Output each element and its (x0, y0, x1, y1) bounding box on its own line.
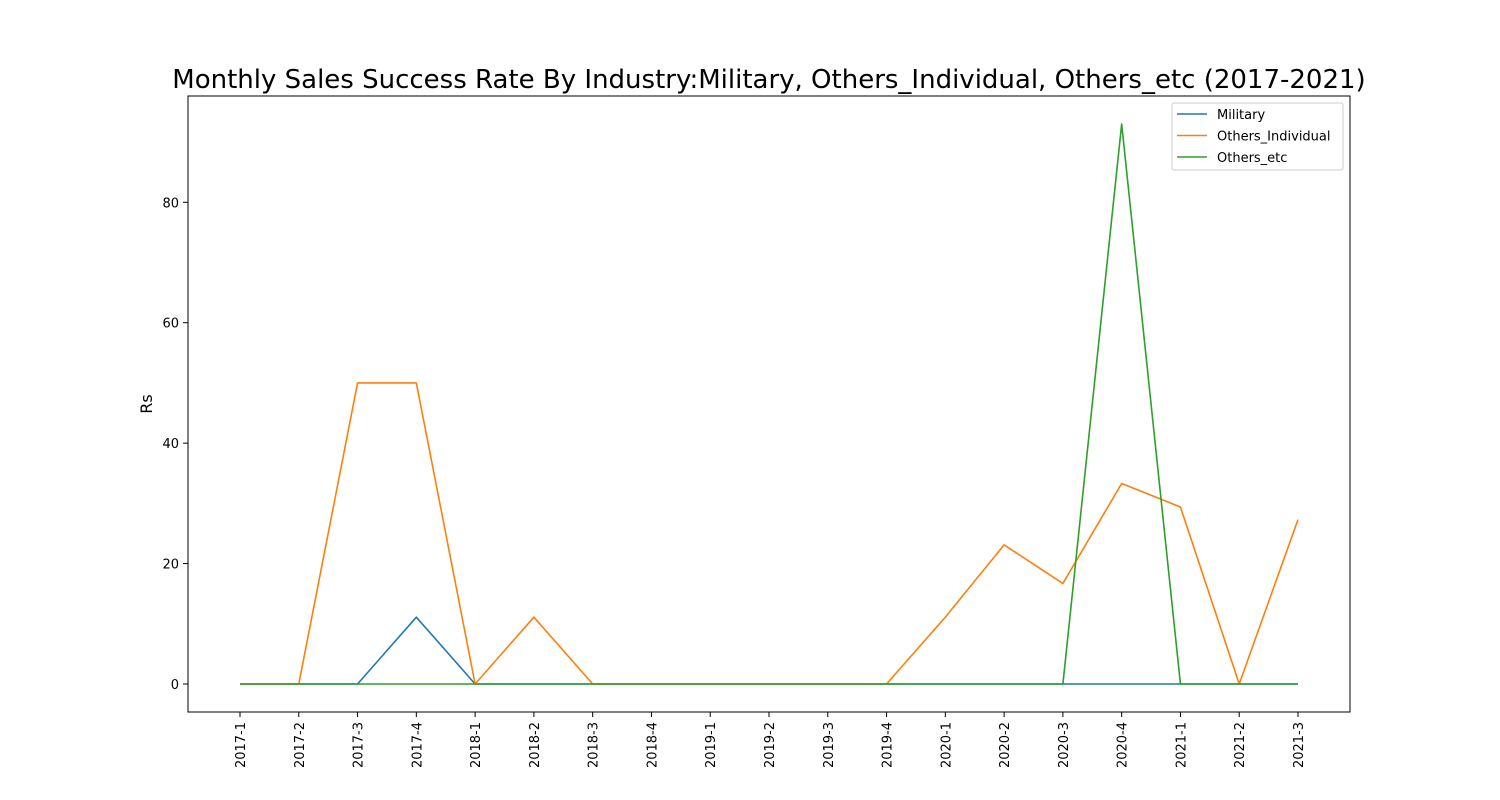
x-tick-label: 2019-3 (822, 722, 837, 768)
legend-label: Others_Individual (1217, 130, 1331, 145)
x-tick-label: 2018-1 (469, 722, 484, 768)
x-tick-label: 2021-1 (1174, 722, 1189, 768)
x-tick-label: 2017-3 (352, 722, 367, 768)
x-tick-label: 2020-4 (1116, 722, 1131, 768)
x-tick-label: 2020-3 (1057, 722, 1072, 768)
x-tick-label: 2021-2 (1233, 722, 1248, 768)
y-axis-label: Rs (137, 394, 156, 413)
x-tick-label: 2019-2 (763, 722, 778, 768)
x-tick-label: 2021-3 (1292, 722, 1307, 768)
legend-box (1171, 102, 1344, 171)
x-tick-label: 2017-1 (234, 722, 249, 768)
legend-label: Others_etc (1217, 151, 1287, 166)
x-tick-label: 2018-3 (587, 722, 602, 768)
x-tick-label: 2019-4 (881, 722, 896, 768)
x-tick-label: 2017-2 (293, 722, 308, 768)
legend: Military Others_Individual Others_etc (1171, 102, 1344, 171)
y-tick-label: 60 (162, 317, 179, 332)
y-tick-label: 20 (162, 558, 179, 573)
y-tick-label: 40 (162, 437, 179, 452)
chart-title: Monthly Sales Success Rate By Industry:M… (172, 65, 1365, 95)
y-axis-ticks: 0 20 40 60 80 (162, 196, 188, 693)
x-tick-label: 2020-2 (998, 722, 1013, 768)
series-lines (240, 123, 1299, 685)
x-axis-ticks: 2017-1 2017-2 2017-3 2017-4 2018-1 2018-2 2018… (234, 712, 1307, 768)
x-tick-label: 2020-1 (939, 722, 954, 768)
x-tick-label: 2018-4 (645, 722, 660, 768)
plot-area-frame (187, 95, 1351, 713)
x-tick-label: 2019-1 (704, 722, 719, 768)
series-line-others-etc (240, 123, 1298, 685)
y-tick-label: 80 (162, 196, 179, 211)
legend-label: Military (1217, 108, 1265, 123)
x-tick-label: 2017-4 (410, 722, 425, 768)
y-tick-label: 0 (171, 678, 179, 693)
x-tick-label: 2018-2 (528, 722, 543, 768)
